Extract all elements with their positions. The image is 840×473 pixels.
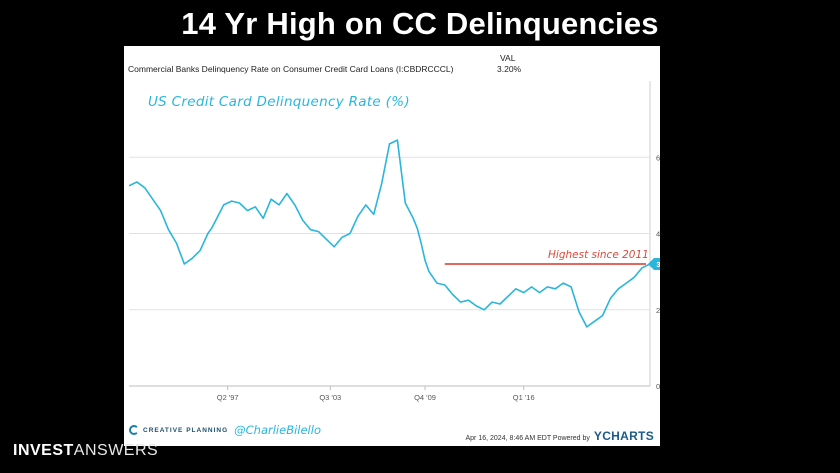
series-line xyxy=(128,139,651,328)
chart-title: US Credit Card Delinquency Rate (%) xyxy=(148,94,410,110)
chart-footer: Apr 16, 2024, 8:46 AM EDT Powered by YCH… xyxy=(466,429,655,443)
author-handle: @CharlieBilello xyxy=(234,423,321,437)
y-tick-label: 4.00% xyxy=(656,230,660,239)
current-value: 3.20% xyxy=(497,64,522,74)
y-tick-label: 0.00% xyxy=(656,382,660,391)
last-value-label: 3.20% xyxy=(656,260,660,269)
chart-card: 0.00% 2.00% 4.00% 6.00% Q2 '97 Q3 '03 Q4 '09 Q1… xyxy=(124,46,660,446)
x-tick-label: Q2 '97 xyxy=(217,393,239,402)
investanswers-logo: INVESTANSWERS xyxy=(13,442,158,460)
creative-planning-logo-text: CREATIVE PLANNING xyxy=(143,426,229,434)
x-tick-label: Q3 '03 xyxy=(319,393,341,402)
val-header: VAL xyxy=(500,53,516,63)
line-chart: 0.00% 2.00% 4.00% 6.00% Q2 '97 Q3 '03 Q4 '09 Q1… xyxy=(128,81,660,402)
ycharts-logo: YCHARTS xyxy=(593,429,654,443)
last-value-tag-pointer xyxy=(648,258,654,270)
last-value-tag xyxy=(654,258,660,270)
creative-planning-credit: CREATIVE PLANNING @CharlieBilello xyxy=(129,423,321,437)
annotation-label: Highest since 2011 xyxy=(548,249,649,261)
timestamp: Apr 16, 2024, 8:46 AM EDT Powered by xyxy=(465,435,590,442)
brand-light: ANSWERS xyxy=(73,442,159,459)
y-tick-label: 2.00% xyxy=(656,306,660,315)
brand-bold: INVEST xyxy=(13,442,74,459)
x-tick-label: Q4 '09 xyxy=(414,393,436,402)
series-name-label: Commercial Banks Delinquency Rate on Con… xyxy=(128,64,454,74)
y-tick-label: 6.00% xyxy=(656,153,660,162)
x-tick-label: Q1 '16 xyxy=(513,393,535,402)
creative-planning-logo-icon xyxy=(129,425,139,435)
slide-title: 14 Yr High on CC Delinquencies xyxy=(181,6,659,41)
